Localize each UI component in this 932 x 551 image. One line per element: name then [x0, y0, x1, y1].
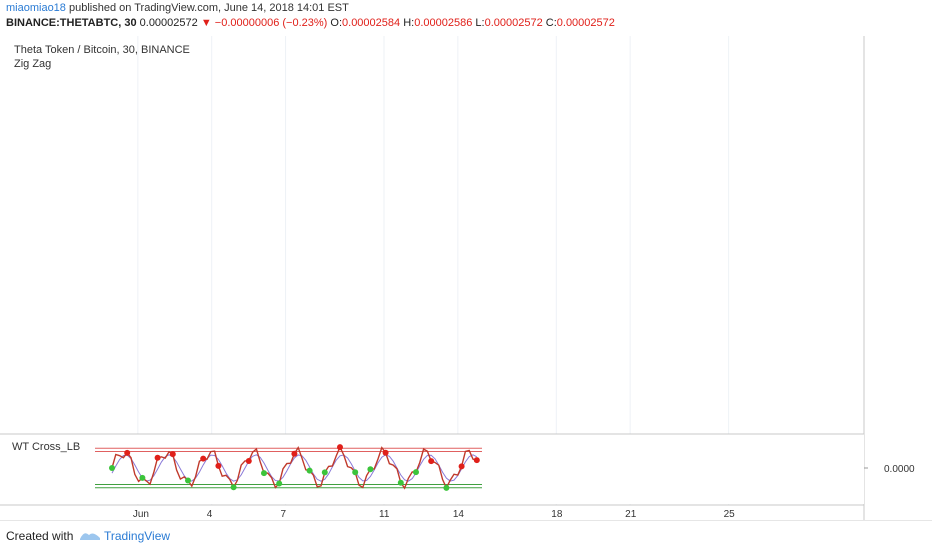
time-tick-label: 7	[281, 509, 287, 520]
cross-dot	[109, 465, 115, 471]
cross-dot	[185, 477, 191, 484]
zigzag-legend[interactable]: Zig Zag	[14, 58, 52, 70]
publish-text: published on TradingView.com, June 14, 2…	[68, 2, 349, 14]
cross-dot	[382, 449, 389, 456]
time-tick-label: 21	[625, 509, 637, 520]
high-value: 0.00002586	[414, 17, 473, 29]
close-label: C:	[545, 17, 557, 29]
time-tick-label: 18	[551, 509, 563, 520]
high-label: H:	[403, 17, 415, 29]
cross-dot	[306, 467, 313, 474]
time-tick-label: 25	[724, 509, 736, 520]
time-tick-label: Jun	[133, 509, 149, 520]
footer: Created with TradingView	[0, 520, 932, 551]
down-triangle-icon: ▼	[200, 17, 212, 29]
last-price: 0.00002572	[139, 17, 198, 29]
time-tick-label: 4	[207, 509, 213, 520]
chart-background	[0, 0, 932, 520]
cross-dot	[276, 480, 283, 487]
chart-legend-title[interactable]: Theta Token / Bitcoin, 30, BINANCE	[14, 44, 190, 56]
cross-dot	[397, 479, 404, 486]
cross-dot	[443, 484, 450, 491]
price-axis: 0.000050000.000048000.000046000.00004400…	[863, 34, 932, 520]
time-tick-label: 11	[379, 509, 390, 520]
indicator-tick-label: 0.0000	[884, 464, 915, 475]
cross-dot	[291, 450, 298, 457]
price-axis-bg	[864, 34, 932, 520]
cross-dot	[261, 470, 267, 477]
tradingview-logo-icon[interactable]	[78, 528, 102, 542]
tradingview-brand-link[interactable]: TradingView	[104, 529, 171, 543]
cross-dot	[215, 462, 222, 469]
cross-dot	[154, 454, 161, 461]
cross-dot	[413, 469, 419, 476]
price-chart[interactable]: 1(0.00004664)0.786(0.00004306)0.618(0.00…	[0, 0, 932, 520]
indicator-title[interactable]: WT Cross_LB	[12, 441, 81, 453]
publish-line: miaomiao18 published on TradingView.com,…	[6, 2, 349, 14]
cross-dot	[169, 451, 176, 458]
close-value: 0.00002572	[556, 17, 615, 29]
price-change: −0.00000006 (−0.23%)	[214, 17, 328, 29]
cross-dot	[139, 474, 146, 481]
cross-dot	[337, 444, 343, 451]
indicator-panel: 0.0000	[0, 433, 915, 504]
chart-grid	[137, 36, 730, 505]
low-value: 0.00002572	[484, 17, 543, 29]
cross-dot	[321, 469, 328, 476]
open-value: 0.00002584	[342, 17, 401, 29]
symbol-name: BINANCE:THETABTC, 30	[6, 17, 137, 29]
indicator-panel-bg	[0, 434, 864, 504]
author-name[interactable]: miaomiao18	[6, 2, 66, 14]
cross-dot	[473, 457, 480, 464]
cross-dot	[367, 466, 374, 473]
cross-dot	[352, 469, 359, 476]
low-label: L:	[475, 17, 485, 29]
created-with-text: Created with	[6, 529, 74, 543]
time-axis: Jun 4 7 11 14 18 21 25	[0, 504, 864, 520]
cross-dot	[200, 455, 207, 462]
cross-dot	[245, 457, 252, 464]
cross-dot	[124, 449, 131, 456]
symbol-line: BINANCE:THETABTC, 30 0.00002572 ▼ −0.000…	[6, 17, 615, 29]
cross-dot	[230, 484, 237, 491]
open-label: O:	[330, 17, 343, 29]
time-tick-label: 14	[453, 509, 465, 520]
cross-dot	[458, 463, 465, 470]
cross-dot	[428, 458, 435, 465]
